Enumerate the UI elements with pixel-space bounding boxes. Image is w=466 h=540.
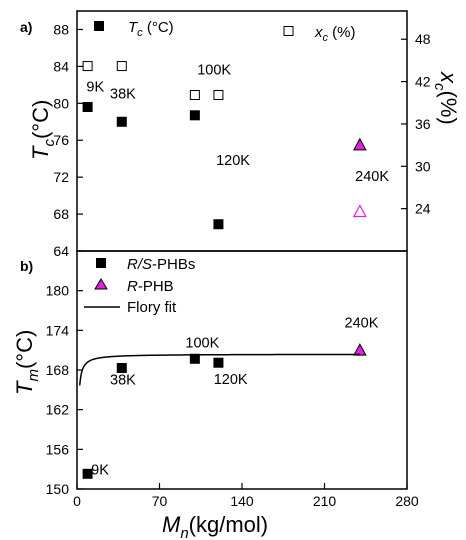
panel-b-y-axis-title: Tm(°C) [12,330,42,395]
panel-a-point-tc_racemic [116,116,127,127]
panel-a-y-tick-label: 64 [53,243,69,259]
panel-b-y-tick-label: 168 [46,362,70,378]
panel-b-point-tm_racemic [189,353,200,364]
panel-b-y-tick-label: 174 [46,322,70,338]
panel-a-y2-tick-label: 30 [415,158,431,174]
legend-r-phb-label: R-PHB [127,278,174,295]
panel-b-point-tm_R [353,343,367,356]
panel-a-y-tick-label: 88 [53,21,69,37]
panel-a-y-title-var: T [28,145,53,160]
x-title-sub: n [180,525,188,540]
panel-b-y-title-unit: (°C) [12,330,37,369]
legend-tc-label: Tc (°C) [128,19,174,39]
legend-racemic-marker [96,258,106,268]
x-tick-label: 70 [152,493,168,509]
legend-racemic-label: R/S-PHBs [127,256,195,273]
x-title-unit: (kg/mol) [189,512,268,537]
panel-a-y2-title-sub: c [431,83,448,91]
panel-a-point-xc_R [352,204,367,218]
x-tick-label: 210 [313,493,337,509]
panel-a-tag: a) [20,19,32,35]
legend-xc-label: xc (%) [314,24,356,44]
panel-a-y2-title-unit: (%) [436,91,461,125]
panel-b-y-tick-label: 180 [46,283,70,299]
panel-b-annotation: 38K [110,373,136,389]
panel-a-point-tc_racemic [189,110,200,121]
panel-a-y2-tick-label: 24 [415,201,431,217]
panel-a-y2-tick-label: 36 [415,116,431,132]
panel-a-frame [76,10,408,252]
panel-b-point-tm_racemic [82,468,93,479]
panel-a-point-xc_racemic [189,90,200,100]
panel-b-y-title-sub: m [25,369,42,382]
panel-a-y-tick-label: 84 [53,58,69,74]
panel-a-y-tick-label: 76 [53,132,69,148]
x-tick-label: 140 [230,493,254,509]
x-title-var: M [162,512,181,537]
panel-a-point-xc_racemic [82,61,93,72]
panel-a-y-axis-title: Tc(°C) [28,100,58,160]
panel-a-ticks: 64 68 72 76 80 84 88 24 30 36 42 48 [53,21,430,259]
flory-fit-curve [78,353,360,386]
panel-b-annotation: 240K [345,316,379,332]
panel-a-annotation: 9K [86,79,104,95]
panel-a-annotation: 120K [216,153,250,169]
panel-a-annotation: 38K [110,87,136,103]
panel-a-point-tc_racemic [82,102,93,112]
panel-a-point-xc_racemic [116,61,127,72]
panel-a-y2-tick-label: 42 [415,74,431,90]
panel-b-y-tick-label: 162 [46,402,70,418]
panel-b-marks: 9K 38K 100K 120K 240K [78,316,379,479]
panel-a-y-tick-label: 80 [53,95,69,111]
panel-b-y-title-var: T [12,380,37,395]
panel-a-annotation: 100K [197,63,231,79]
panel-b-point-tm_racemic [213,357,224,368]
legend-r-phb-marker [94,278,108,290]
panel-a-y-title-sub: c [41,139,58,147]
legend-tc-marker [94,21,104,31]
legend-xc-marker [283,26,294,36]
panel-a-y2-tick-label: 48 [415,31,431,47]
panel-b-annotation: 9K [91,462,109,478]
panel-a-y2-title-var: x [436,71,461,84]
panel-b-y-tick-label: 150 [46,481,70,497]
panel-a-y-tick-label: 72 [53,169,69,185]
panel-b-ticks: 150 156 162 168 174 180 0 70 140 210 280 [46,283,419,509]
x-axis-title: Mn(kg/mol) [162,512,268,540]
panel-b-annotation: 120K [214,372,248,388]
panel-a-y2-axis-title: xc(%) [431,71,461,125]
panel-b-point-tm_racemic [116,363,127,374]
panel-a-point-tc_R [353,137,367,151]
panel-a-point-tc_racemic [213,219,224,230]
panel-a-point-xc_racemic [213,90,224,100]
panel-b-y-tick-label: 156 [46,441,70,457]
x-tick-label: 0 [73,493,81,509]
panel-b-tag: b) [20,258,33,274]
panel-a-annotation: 240K [355,169,389,185]
x-tick-label: 280 [395,493,419,509]
legend-flory-label: Flory fit [127,299,177,316]
panel-b-annotation: 100K [185,336,219,352]
panel-a-y-tick-label: 68 [53,206,69,222]
panel-a-y-title-unit: (°C) [28,100,53,139]
panel-a-marks: 9K 38K 100K 120K 240K [82,61,389,230]
